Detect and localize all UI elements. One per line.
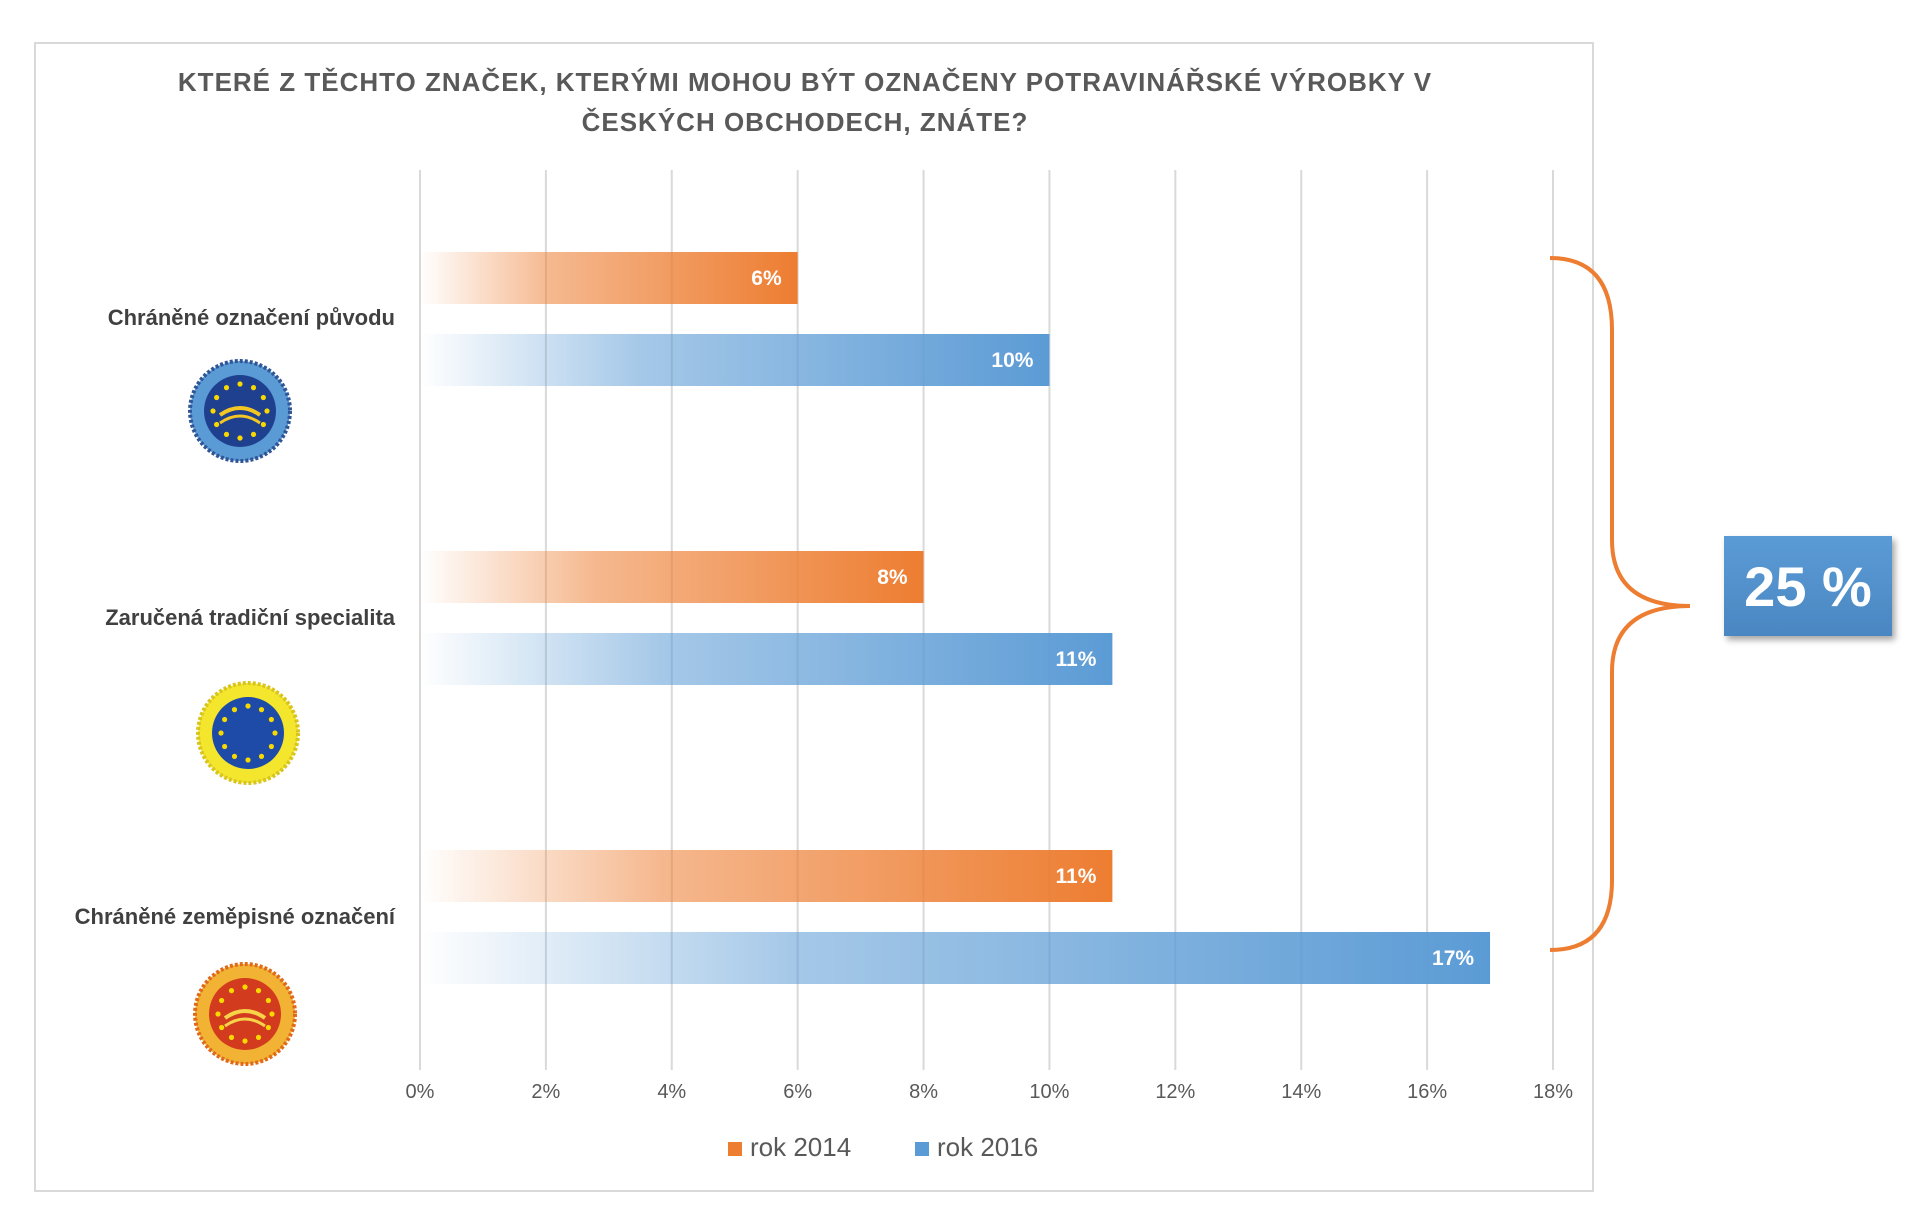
- category-labels: Chráněné označení původu Zaručená tradičn…: [75, 305, 396, 929]
- x-tick-label: 10%: [1029, 1081, 1069, 1103]
- bar-value-label: 11%: [1056, 865, 1097, 888]
- x-tick-label: 18%: [1533, 1081, 1573, 1103]
- bar-2016: [420, 932, 1491, 984]
- eu-pdo-seal-icon: [188, 359, 292, 463]
- bars: [420, 252, 1491, 984]
- x-tick-label: 16%: [1407, 1081, 1447, 1103]
- legend-swatch: [915, 1142, 929, 1156]
- x-tick-label: 8%: [909, 1081, 938, 1103]
- legend-item: rok 2016: [915, 1132, 1038, 1162]
- x-tick-label: 0%: [406, 1081, 435, 1103]
- bar-value-label: 10%: [991, 349, 1033, 372]
- bar-value-label: 6%: [751, 267, 782, 290]
- bar-value-label: 8%: [877, 566, 908, 589]
- legend-label: rok 2014: [750, 1132, 851, 1162]
- category-label: Zaručená tradiční specialita: [105, 605, 396, 630]
- bracket-annotation: [1549, 256, 1691, 952]
- category-label: Chráněné označení původu: [108, 305, 395, 330]
- legend-item: rok 2014: [728, 1132, 851, 1162]
- bar-2016: [420, 633, 1113, 685]
- eu-tsg-seal-icon: [196, 681, 300, 785]
- eu-pgi-seal-icon: [193, 962, 297, 1066]
- bar-2014: [420, 850, 1113, 902]
- x-tick-label: 2%: [531, 1081, 560, 1103]
- category-label: Chráněné zeměpisné označení: [75, 904, 396, 929]
- bar-labels: 6% 10% 8% 11% 11% 17%: [751, 267, 1474, 970]
- x-tick-label: 6%: [783, 1081, 812, 1103]
- grid-lines: [419, 170, 1554, 1070]
- legend-swatch: [728, 1142, 742, 1156]
- chart-title-line-1: KTERÉ Z TĚCHTO ZNAČEK, KTERÝMI MOHOU BÝT…: [177, 67, 1433, 97]
- bar-2016: [420, 334, 1050, 386]
- bar-value-label: 17%: [1432, 947, 1474, 970]
- category-seals: [188, 359, 300, 1066]
- bar-2014: [420, 551, 924, 603]
- bar-2014: [420, 252, 798, 304]
- legend-label: rok 2016: [937, 1132, 1038, 1162]
- chart-title: KTERÉ Z TĚCHTO ZNAČEK, KTERÝMI MOHOU BÝT…: [150, 62, 1460, 142]
- x-tick-label: 12%: [1155, 1081, 1195, 1103]
- total-callout: 25 %: [1724, 536, 1892, 636]
- legend: rok 2014 rok 2016: [728, 1132, 1038, 1162]
- bar-value-label: 11%: [1056, 648, 1097, 671]
- x-tick-label: 14%: [1281, 1081, 1321, 1103]
- x-axis-ticks: 0% 2% 4% 6% 8% 10% 12% 14% 16% 18%: [406, 1081, 1574, 1103]
- x-tick-label: 4%: [657, 1081, 686, 1103]
- chart-title-line-2: ČESKÝCH OBCHODECH, ZNÁTE?: [581, 107, 1029, 137]
